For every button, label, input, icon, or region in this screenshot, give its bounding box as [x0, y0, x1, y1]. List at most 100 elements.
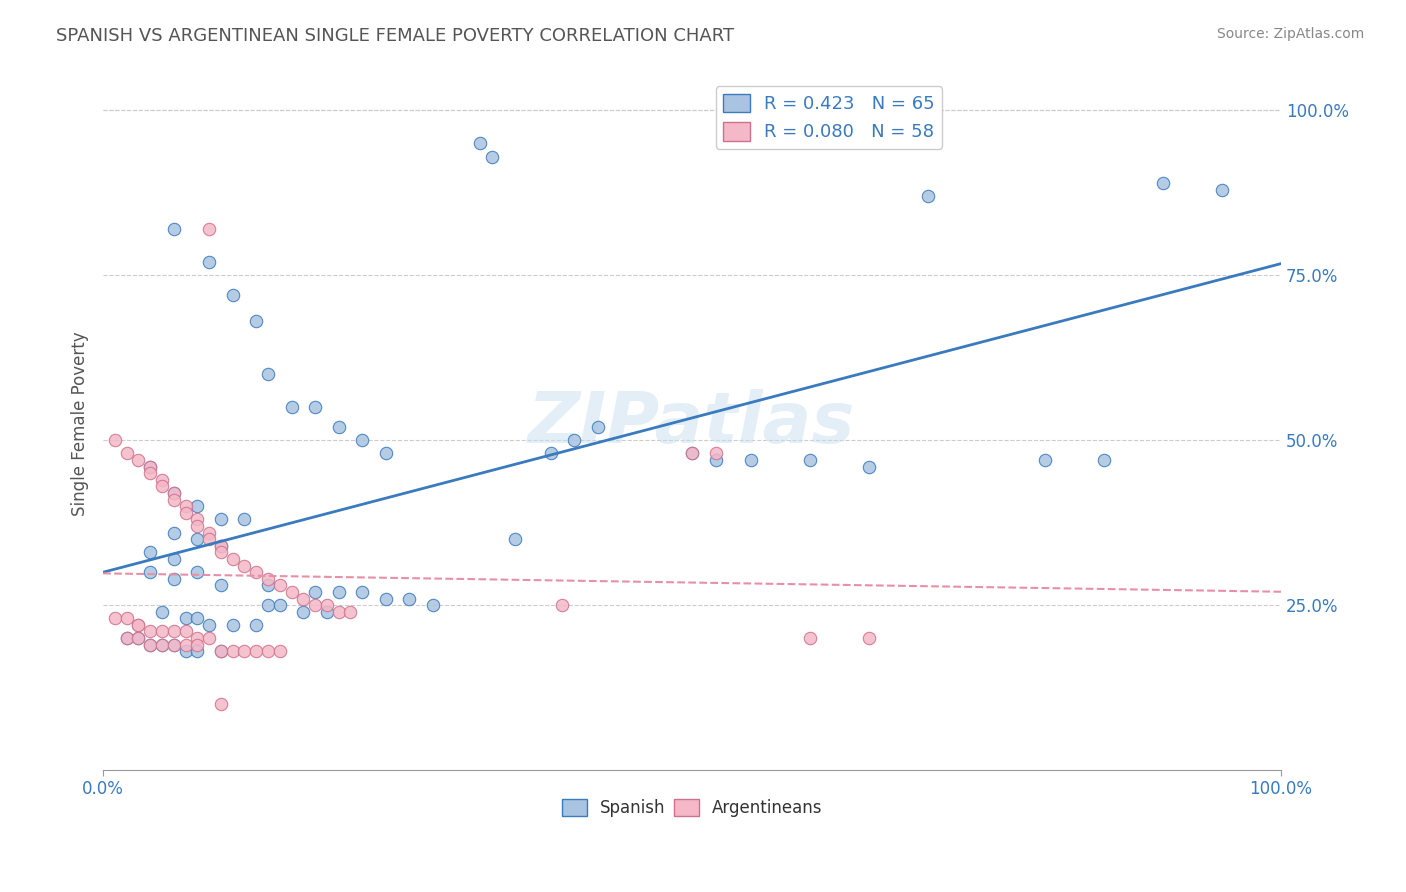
- Point: [799, 453, 821, 467]
- Point: [163, 525, 186, 540]
- Point: [139, 624, 162, 639]
- Point: [163, 624, 186, 639]
- Point: [163, 552, 186, 566]
- Point: [858, 631, 880, 645]
- Point: [917, 189, 939, 203]
- Point: [127, 631, 149, 645]
- Point: [858, 459, 880, 474]
- Point: [704, 453, 727, 467]
- Point: [186, 512, 208, 526]
- Point: [186, 644, 208, 658]
- Point: [221, 552, 243, 566]
- Point: [174, 624, 197, 639]
- Point: [163, 572, 186, 586]
- Point: [139, 459, 162, 474]
- Point: [209, 512, 232, 526]
- Point: [374, 591, 396, 606]
- Point: [209, 539, 232, 553]
- Point: [115, 631, 138, 645]
- Point: [704, 446, 727, 460]
- Point: [150, 638, 173, 652]
- Point: [186, 519, 208, 533]
- Point: [104, 611, 127, 625]
- Point: [257, 572, 280, 586]
- Point: [304, 585, 326, 599]
- Point: [799, 631, 821, 645]
- Point: [198, 525, 221, 540]
- Point: [316, 598, 339, 612]
- Point: [562, 434, 585, 448]
- Point: [163, 638, 186, 652]
- Point: [257, 578, 280, 592]
- Point: [740, 453, 762, 467]
- Point: [127, 631, 149, 645]
- Point: [139, 459, 162, 474]
- Point: [304, 598, 326, 612]
- Point: [104, 434, 127, 448]
- Point: [209, 578, 232, 592]
- Point: [304, 401, 326, 415]
- Point: [328, 605, 350, 619]
- Point: [127, 618, 149, 632]
- Point: [150, 473, 173, 487]
- Point: [174, 611, 197, 625]
- Point: [233, 644, 256, 658]
- Point: [374, 446, 396, 460]
- Point: [505, 532, 527, 546]
- Point: [257, 644, 280, 658]
- Point: [163, 486, 186, 500]
- Point: [139, 638, 162, 652]
- Point: [233, 558, 256, 573]
- Point: [186, 638, 208, 652]
- Point: [221, 288, 243, 302]
- Point: [186, 565, 208, 579]
- Point: [1092, 453, 1115, 467]
- Point: [681, 446, 703, 460]
- Point: [352, 434, 374, 448]
- Point: [221, 618, 243, 632]
- Point: [198, 255, 221, 269]
- Point: [163, 486, 186, 500]
- Point: [115, 611, 138, 625]
- Point: [198, 631, 221, 645]
- Point: [174, 638, 197, 652]
- Point: [115, 446, 138, 460]
- Point: [352, 585, 374, 599]
- Point: [150, 624, 173, 639]
- Point: [186, 611, 208, 625]
- Point: [186, 631, 208, 645]
- Point: [209, 539, 232, 553]
- Point: [163, 638, 186, 652]
- Point: [1211, 183, 1233, 197]
- Point: [163, 492, 186, 507]
- Point: [150, 605, 173, 619]
- Legend: Spanish, Argentineans: Spanish, Argentineans: [555, 792, 830, 824]
- Point: [280, 585, 302, 599]
- Point: [269, 598, 291, 612]
- Point: [398, 591, 420, 606]
- Point: [139, 466, 162, 480]
- Point: [422, 598, 444, 612]
- Point: [681, 446, 703, 460]
- Point: [586, 420, 609, 434]
- Point: [257, 368, 280, 382]
- Point: [127, 618, 149, 632]
- Point: [233, 512, 256, 526]
- Point: [468, 136, 491, 151]
- Point: [198, 532, 221, 546]
- Point: [269, 578, 291, 592]
- Point: [174, 499, 197, 513]
- Point: [163, 222, 186, 236]
- Text: ZIPatlas: ZIPatlas: [529, 389, 856, 458]
- Point: [328, 420, 350, 434]
- Point: [198, 618, 221, 632]
- Point: [198, 222, 221, 236]
- Point: [280, 401, 302, 415]
- Point: [150, 638, 173, 652]
- Point: [328, 585, 350, 599]
- Point: [174, 506, 197, 520]
- Point: [540, 446, 562, 460]
- Point: [551, 598, 574, 612]
- Point: [186, 499, 208, 513]
- Point: [174, 644, 197, 658]
